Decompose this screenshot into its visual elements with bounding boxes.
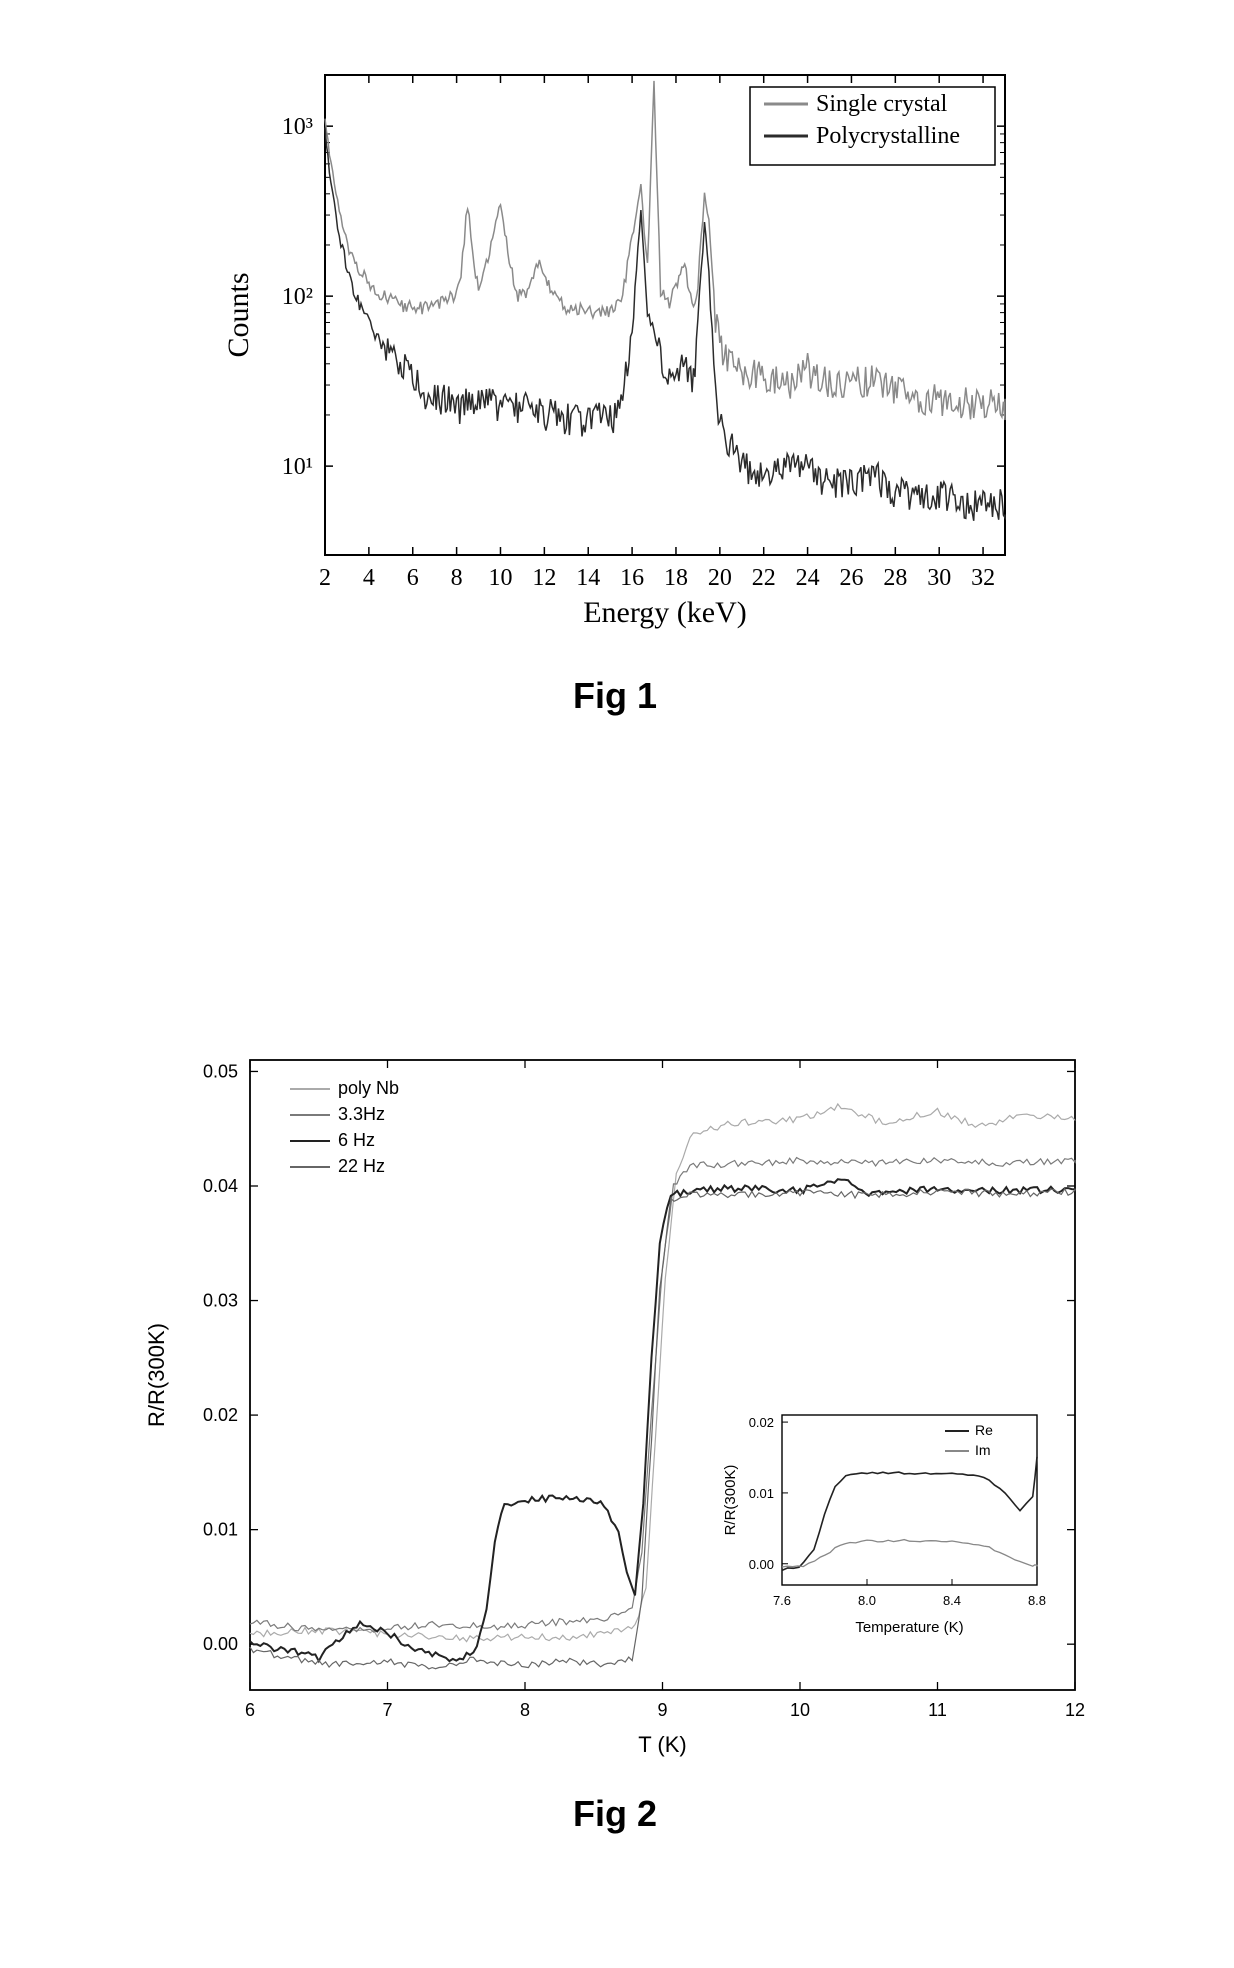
- svg-text:6: 6: [245, 1700, 255, 1720]
- svg-text:poly Nb: poly Nb: [338, 1078, 399, 1098]
- svg-text:22 Hz: 22 Hz: [338, 1156, 385, 1176]
- svg-text:0.00: 0.00: [203, 1634, 238, 1654]
- svg-text:0.01: 0.01: [203, 1520, 238, 1540]
- svg-text:22: 22: [752, 565, 776, 591]
- figure-2: 6 7 8 9 10 11 12 0.00 0.01 0.02 0.03 0.04 0.05 T (K) R…: [130, 1040, 1100, 1835]
- svg-text:Temperature (K): Temperature (K): [855, 1619, 963, 1636]
- svg-text:R/R(300K): R/R(300K): [144, 1323, 169, 1427]
- svg-text:8: 8: [451, 565, 463, 591]
- svg-text:Counts: Counts: [222, 272, 255, 357]
- svg-text:10: 10: [488, 565, 512, 591]
- svg-text:0.02: 0.02: [203, 1405, 238, 1425]
- svg-text:7.6: 7.6: [773, 1593, 791, 1608]
- svg-text:10³: 10³: [282, 114, 313, 140]
- svg-text:0.03: 0.03: [203, 1291, 238, 1311]
- svg-text:0.01: 0.01: [749, 1486, 774, 1501]
- svg-text:12: 12: [532, 565, 556, 591]
- svg-text:20: 20: [708, 565, 732, 591]
- svg-text:6: 6: [407, 565, 419, 591]
- svg-text:8.0: 8.0: [858, 1593, 876, 1608]
- svg-text:30: 30: [927, 565, 951, 591]
- svg-text:10: 10: [790, 1700, 810, 1720]
- page-root: 246810121416182022242628303210¹10²10³Ene…: [0, 0, 1234, 1968]
- svg-text:10²: 10²: [282, 284, 313, 310]
- svg-text:8.4: 8.4: [943, 1593, 961, 1608]
- svg-text:3.3Hz: 3.3Hz: [338, 1104, 385, 1124]
- svg-text:14: 14: [576, 565, 600, 591]
- svg-text:0.04: 0.04: [203, 1176, 238, 1196]
- svg-text:Single crystal: Single crystal: [816, 91, 948, 117]
- svg-text:Re: Re: [975, 1422, 993, 1438]
- svg-text:Im: Im: [975, 1442, 991, 1458]
- svg-text:8.8: 8.8: [1028, 1593, 1046, 1608]
- svg-text:26: 26: [839, 565, 863, 591]
- figure-2-chart: 6 7 8 9 10 11 12 0.00 0.01 0.02 0.03 0.04 0.05 T (K) R…: [130, 1040, 1100, 1770]
- svg-text:32: 32: [971, 565, 995, 591]
- figure-1-caption: Fig 1: [210, 675, 1020, 717]
- svg-text:24: 24: [796, 565, 820, 591]
- svg-text:9: 9: [657, 1700, 667, 1720]
- svg-text:11: 11: [928, 1700, 947, 1720]
- svg-text:12: 12: [1065, 1700, 1085, 1720]
- svg-text:0.02: 0.02: [749, 1415, 774, 1430]
- figure-2-caption: Fig 2: [130, 1793, 1100, 1835]
- svg-text:T (K): T (K): [638, 1732, 686, 1757]
- figure-1: 246810121416182022242628303210¹10²10³Ene…: [210, 60, 1020, 717]
- svg-text:Polycrystalline: Polycrystalline: [816, 123, 960, 149]
- svg-text:R/R(300K): R/R(300K): [722, 1465, 739, 1536]
- svg-text:18: 18: [664, 565, 688, 591]
- svg-text:7: 7: [382, 1700, 392, 1720]
- svg-text:0.00: 0.00: [749, 1557, 774, 1572]
- svg-text:16: 16: [620, 565, 644, 591]
- figure-1-chart: 246810121416182022242628303210¹10²10³Ene…: [210, 60, 1020, 640]
- svg-text:6 Hz: 6 Hz: [338, 1130, 375, 1150]
- svg-text:2: 2: [319, 565, 331, 591]
- svg-text:Energy (keV): Energy (keV): [583, 596, 747, 629]
- svg-text:10¹: 10¹: [282, 454, 313, 480]
- svg-text:0.05: 0.05: [203, 1061, 238, 1081]
- svg-text:4: 4: [363, 565, 375, 591]
- svg-text:8: 8: [520, 1700, 530, 1720]
- svg-text:28: 28: [883, 565, 907, 591]
